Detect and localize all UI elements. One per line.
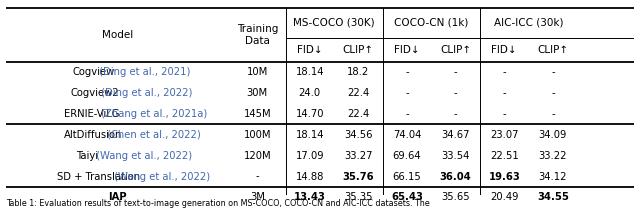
Text: 69.64: 69.64: [393, 151, 421, 161]
Text: 35.76: 35.76: [342, 172, 374, 181]
Text: Model: Model: [102, 30, 133, 40]
Text: -: -: [551, 67, 555, 77]
Text: 30M: 30M: [246, 88, 268, 98]
Text: (Wang et al., 2022): (Wang et al., 2022): [93, 151, 192, 161]
Text: -: -: [454, 109, 458, 119]
Text: 10M: 10M: [246, 67, 268, 77]
Text: AIC-ICC (30k): AIC-ICC (30k): [494, 18, 563, 28]
Text: Table 1: Evaluation results of text-to-image generation on MS-COCO, COCO-CN and : Table 1: Evaluation results of text-to-i…: [6, 199, 430, 208]
Text: 13.43: 13.43: [294, 192, 326, 202]
Text: Cogview2: Cogview2: [71, 88, 120, 98]
Text: 22.4: 22.4: [348, 109, 369, 119]
Text: 24.0: 24.0: [299, 88, 321, 98]
Text: -: -: [502, 109, 506, 119]
Text: 34.55: 34.55: [537, 192, 569, 202]
Text: FID↓: FID↓: [492, 45, 517, 55]
Text: 145M: 145M: [243, 109, 271, 119]
Text: -: -: [551, 109, 555, 119]
Text: (Zhang et al., 2021a): (Zhang et al., 2021a): [97, 109, 207, 119]
Text: (Ding et al., 2021): (Ding et al., 2021): [96, 67, 190, 77]
Text: 65.43: 65.43: [391, 192, 423, 202]
Text: Cogview: Cogview: [72, 67, 115, 77]
Text: 35.35: 35.35: [344, 192, 372, 202]
Text: (Wang et al., 2022): (Wang et al., 2022): [111, 172, 210, 181]
Text: -: -: [502, 88, 506, 98]
Text: 3M: 3M: [250, 192, 265, 202]
Text: 18.14: 18.14: [296, 130, 324, 140]
Text: (Ding et al., 2022): (Ding et al., 2022): [97, 88, 192, 98]
Text: FID↓: FID↓: [297, 45, 323, 55]
Text: 33.27: 33.27: [344, 151, 372, 161]
Text: -: -: [502, 67, 506, 77]
Text: 18.2: 18.2: [348, 67, 369, 77]
Text: 100M: 100M: [244, 130, 271, 140]
Text: 34.09: 34.09: [539, 130, 567, 140]
Text: 14.70: 14.70: [296, 109, 324, 119]
Text: 19.63: 19.63: [488, 172, 520, 181]
Text: 35.65: 35.65: [442, 192, 470, 202]
Text: -: -: [454, 88, 458, 98]
Text: -: -: [405, 88, 409, 98]
Text: CLIP↑: CLIP↑: [440, 45, 471, 55]
Text: 34.56: 34.56: [344, 130, 372, 140]
Text: CLIP↑: CLIP↑: [343, 45, 374, 55]
Text: -: -: [405, 67, 409, 77]
Text: -: -: [551, 88, 555, 98]
Text: 20.49: 20.49: [490, 192, 518, 202]
Text: CLIP↑: CLIP↑: [538, 45, 568, 55]
Text: Training
Data: Training Data: [237, 24, 278, 46]
Text: 74.04: 74.04: [393, 130, 421, 140]
Text: 33.22: 33.22: [539, 151, 567, 161]
Text: IAP: IAP: [108, 192, 127, 202]
Text: -: -: [454, 67, 458, 77]
Text: 17.09: 17.09: [296, 151, 324, 161]
Text: 34.67: 34.67: [442, 130, 470, 140]
Text: 14.88: 14.88: [296, 172, 324, 181]
Text: AltDiffusion: AltDiffusion: [64, 130, 122, 140]
Text: 33.54: 33.54: [442, 151, 470, 161]
Text: MS-COCO (30K): MS-COCO (30K): [293, 18, 375, 28]
Text: ERNIE-ViLG: ERNIE-ViLG: [64, 109, 120, 119]
Text: 120M: 120M: [243, 151, 271, 161]
Text: 18.14: 18.14: [296, 67, 324, 77]
Text: 34.12: 34.12: [539, 172, 567, 181]
Text: 36.04: 36.04: [440, 172, 472, 181]
Text: FID↓: FID↓: [394, 45, 420, 55]
Text: -: -: [255, 172, 259, 181]
Text: -: -: [405, 109, 409, 119]
Text: SD + Translation: SD + Translation: [58, 172, 140, 181]
Text: Taiyi: Taiyi: [76, 151, 98, 161]
Text: COCO-CN (1k): COCO-CN (1k): [394, 18, 468, 28]
Text: 23.07: 23.07: [490, 130, 518, 140]
Text: 22.51: 22.51: [490, 151, 518, 161]
Text: 22.4: 22.4: [348, 88, 369, 98]
Text: (Chen et al., 2022): (Chen et al., 2022): [104, 130, 201, 140]
Text: 66.15: 66.15: [393, 172, 421, 181]
